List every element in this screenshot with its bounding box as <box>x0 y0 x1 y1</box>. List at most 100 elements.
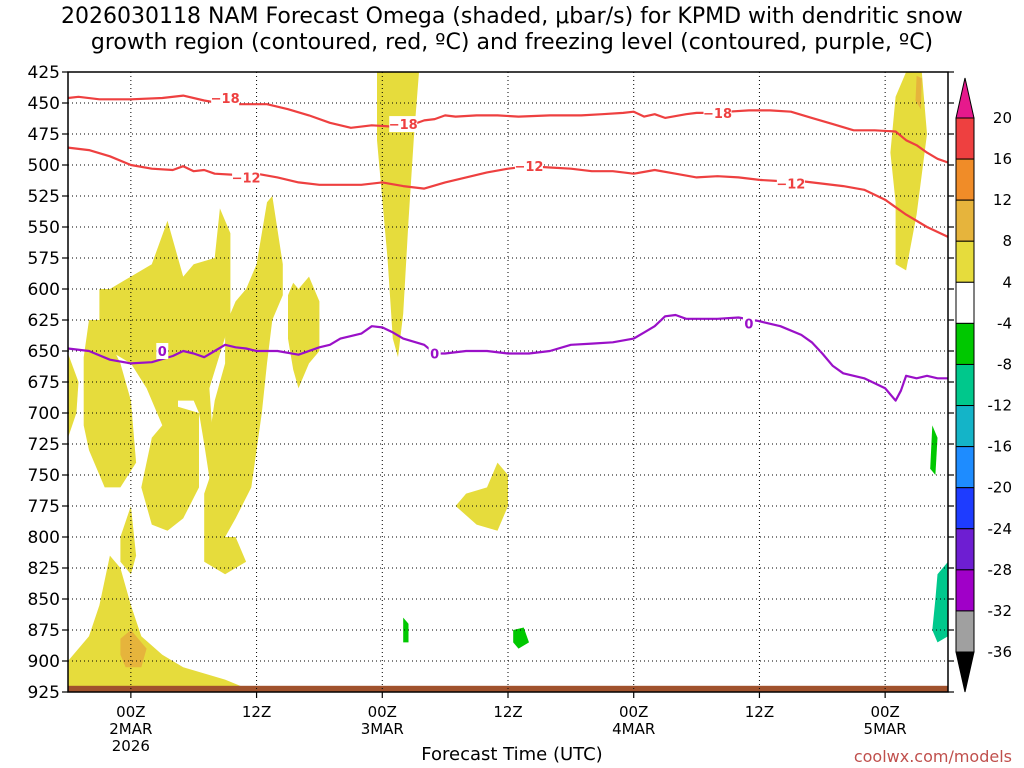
omega-region-18 <box>581 677 624 689</box>
colorbar-band-0 <box>955 117 975 160</box>
x-tick-label-24-1: 3MAR <box>361 720 404 738</box>
omega-region-6 <box>209 196 283 537</box>
colorbar-label-10: -24 <box>988 520 1013 538</box>
colorbar-label-3: 8 <box>1002 232 1012 250</box>
colorbar-label-12: -32 <box>988 602 1013 620</box>
dgz-contour-label-bg-1-0 <box>232 169 261 186</box>
omega-region-13 <box>915 75 922 110</box>
y-tick-label-700: 700 <box>28 404 60 424</box>
omega-region-20 <box>930 425 938 475</box>
x-tick-label-48-0: 00Z <box>619 703 648 721</box>
title-line-2: growth region (contoured, red, ºC) and f… <box>90 30 934 55</box>
colorbar-band-1 <box>955 158 975 201</box>
omega-region-4 <box>141 406 199 531</box>
y-tick-label-450: 450 <box>28 94 60 114</box>
dgz-contour-label-0-1: −18 <box>389 118 418 133</box>
colorbar-band-8 <box>955 446 975 489</box>
colorbar-band-5 <box>955 322 975 365</box>
x-tick-label-72-1: 5MAR <box>864 720 907 738</box>
colorbar-label-11: -28 <box>988 561 1013 579</box>
credit-link[interactable]: coolwx.com/models <box>853 747 1012 766</box>
omega-region-2 <box>83 320 137 488</box>
omega-region-10 <box>68 555 247 689</box>
y-tick-label-650: 650 <box>28 342 60 362</box>
freezing-contour-line-0 <box>67 313 948 402</box>
colorbar-label-5: -4 <box>997 314 1012 332</box>
dgz-contour-line-0 <box>67 94 949 164</box>
dgz-contour-label-1-0: −12 <box>232 171 261 186</box>
dgz-contour-label-1-2: −12 <box>776 178 805 193</box>
title-line-1: 2026030118 NAM Forecast Omega (shaded, μ… <box>61 4 963 29</box>
x-tick-label-24-0: 00Z <box>368 703 397 721</box>
x-axis-title: Forecast Time (UTC) <box>421 744 603 765</box>
omega-region-0 <box>68 353 79 438</box>
dgz-contour-label-bg-0-2 <box>703 104 732 121</box>
colorbar-label-13: -36 <box>988 643 1013 661</box>
colorbar: 20 16 12 8 4 -4 -8 -12 -16 -20 -24 -28 -32 -36 <box>955 77 1013 693</box>
colorbar-band-2 <box>955 199 975 242</box>
omega-shading <box>68 72 948 689</box>
y-tick-label-900: 900 <box>28 652 60 672</box>
dgz-contour-label-bg-1-1 <box>514 158 543 175</box>
colorbar-band-11 <box>955 569 975 612</box>
colorbar-band-7 <box>955 405 975 448</box>
y-tick-label-725: 725 <box>28 435 60 455</box>
omega-region-12 <box>890 72 927 271</box>
y-tick-label-525: 525 <box>28 187 60 207</box>
y-tick-label-875: 875 <box>28 621 60 641</box>
y-tick-label-825: 825 <box>28 559 60 579</box>
omega-region-21 <box>932 561 948 643</box>
y-tick-label-500: 500 <box>28 156 60 176</box>
grid-lines <box>68 72 948 692</box>
x-tick-label-0-1: 2MAR <box>109 720 152 738</box>
colorbar-bottom-cap <box>955 651 975 693</box>
y-tick-label-600: 600 <box>28 280 60 300</box>
omega-region-16 <box>455 599 540 659</box>
colorbar-label-7: -12 <box>988 397 1013 415</box>
x-tick-label-48-1: 4MAR <box>612 720 655 738</box>
omega-region-3 <box>120 506 137 575</box>
freezing-contour-label-0-0: 0 <box>158 345 167 360</box>
freezing-contour-label-0-2: 0 <box>744 318 753 333</box>
axes: 425 450 475 500 525 550 575 600 625 650 675 700 725 7… <box>28 63 954 755</box>
freezing-contour-label-bg-0-1 <box>428 345 441 362</box>
colorbar-top-cap <box>955 77 975 119</box>
y-tick-label-800: 800 <box>28 528 60 548</box>
x-tick-label-12-0: 12Z <box>242 703 271 721</box>
freezing-contour-label-bg-0-0 <box>156 343 169 359</box>
x-tick-label-36-0: 12Z <box>493 703 522 721</box>
colorbar-band-9 <box>955 487 975 530</box>
y-tick-label-925: 925 <box>28 683 60 703</box>
colorbar-band-6 <box>955 363 975 407</box>
colorbar-label-2: 12 <box>993 191 1012 209</box>
x-tick-label-72-0: 00Z <box>870 703 899 721</box>
omega-region-1 <box>99 208 231 513</box>
omega-region-11 <box>120 630 147 668</box>
colorbar-band-12 <box>955 610 975 653</box>
omega-region-17 <box>513 627 529 649</box>
colorbar-label-0: 20 <box>993 109 1012 127</box>
contour-lines: −18 −18 −18 −12 −12 −12 0 0 0 <box>67 90 949 402</box>
colorbar-label-1: 16 <box>993 150 1012 168</box>
colorbar-label-9: -20 <box>988 479 1013 497</box>
dgz-contour-label-bg-0-0 <box>211 90 240 107</box>
y-tick-label-625: 625 <box>28 311 60 331</box>
dgz-contour-label-bg-0-1 <box>389 116 418 133</box>
omega-region-9 <box>455 462 508 531</box>
omega-region-8 <box>377 72 419 358</box>
colorbar-band-4 <box>955 281 975 324</box>
colorbar-label-6: -8 <box>997 355 1012 373</box>
x-tick-label-60-0: 12Z <box>745 703 774 721</box>
dgz-contour-label-1-1: −12 <box>514 160 543 175</box>
omega-region-19 <box>879 196 948 686</box>
y-tick-label-425: 425 <box>28 63 60 83</box>
omega-region-15 <box>403 617 409 643</box>
omega-region-7 <box>288 276 320 389</box>
page-title: 2026030118 NAM Forecast Omega (shaded, μ… <box>0 4 1024 56</box>
x-tick-label-0-2: 2026 <box>112 737 150 755</box>
freezing-contour-label-bg-0-2 <box>742 315 755 332</box>
y-tick-label-775: 775 <box>28 497 60 517</box>
colorbar-label-8: -16 <box>988 438 1013 456</box>
y-tick-label-550: 550 <box>28 218 60 238</box>
